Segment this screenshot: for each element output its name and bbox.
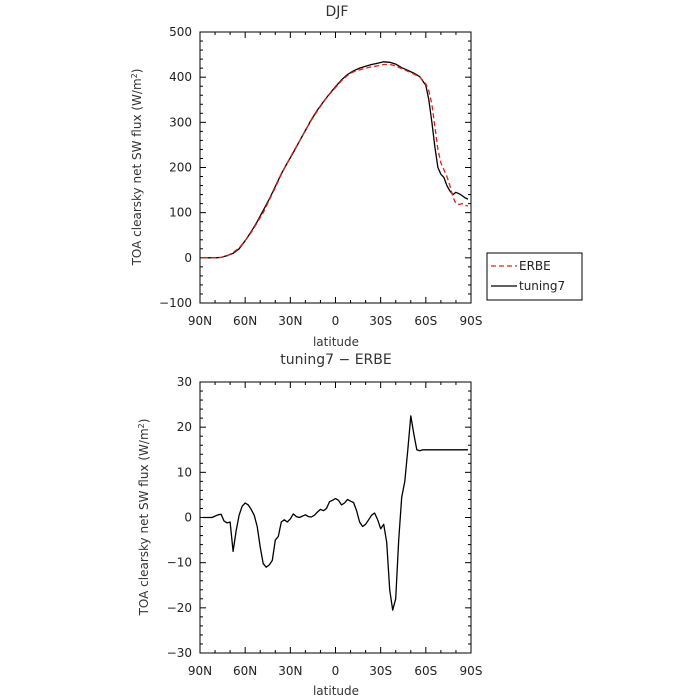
top-plot-frame [199,31,472,304]
top-y-tick-label: 0 [184,251,192,265]
top-x-tick-label: 30N [278,314,302,328]
top-y-label-sup: 2 [130,73,139,78]
bottom-y-tick-label: 20 [177,420,192,434]
top-x-tick-label: 60N [233,314,257,328]
top-x-ticks: 90N 60N 30N 0 30S 60S 90S [188,32,483,328]
bottom-y-label-prefix: TOA clearsky net SW flux (W/m [137,428,151,616]
top-series-line-erbe [203,63,469,259]
top-panel: DJF −100 0 100 200 300 400 500 90N 60N 30N 0 30S 60… [130,4,583,349]
top-chart-title: DJF [326,4,349,20]
bottom-y-tick-label: 30 [177,375,192,389]
top-x-tick-label: 0 [332,314,340,328]
top-series [203,61,469,259]
legend-label-tuning7: tuning7 [519,279,565,293]
bottom-y-label-sup: 2 [137,423,146,428]
bottom-y-axis-label: TOA clearsky net SW flux (W/m2) [137,419,152,617]
top-x-tick-label: 90N [188,314,212,328]
bottom-x-ticks: 90N 60N 30N 0 30S 60S 90S [188,382,483,678]
bottom-series [203,415,468,611]
bottom-x-tick-label: 90N [188,664,212,678]
top-y-ticks: −100 0 100 200 300 400 500 [159,25,471,310]
top-y-tick-label: 400 [169,70,192,84]
top-y-tick-label: 100 [169,206,192,220]
top-x-tick-label: 90S [460,314,483,328]
top-x-axis-label: latitude [313,335,359,349]
top-y-tick-label: 200 [169,161,192,175]
bottom-y-ticks: −30 −20 −10 0 10 20 30 [167,375,471,660]
top-x-tick-label: 30S [369,314,392,328]
bottom-x-axis-label: latitude [313,684,359,698]
top-y-label-suffix: ) [130,69,144,74]
legend-box [486,252,583,301]
top-y-tick-label: 300 [169,115,192,129]
bottom-series-line-difference [203,415,468,611]
top-x-tick-label: 60S [414,314,437,328]
bottom-x-tick-label: 30N [278,664,302,678]
bottom-y-tick-label: −10 [167,556,192,570]
legend: ERBE tuning7 [486,252,583,301]
bottom-y-tick-label: −20 [167,601,192,615]
bottom-plot-frame [199,381,472,654]
bottom-y-label-suffix: ) [137,419,151,424]
bottom-y-tick-label: 0 [184,511,192,525]
legend-label-erbe: ERBE [519,259,551,273]
bottom-chart-title: tuning7 − ERBE [280,352,391,368]
top-y-axis-label: TOA clearsky net SW flux (W/m2) [130,69,145,267]
bottom-x-tick-label: 60N [233,664,257,678]
bottom-x-tick-label: 90S [460,664,483,678]
bottom-x-tick-label: 60S [414,664,437,678]
bottom-y-tick-label: 10 [177,465,192,479]
top-y-label-prefix: TOA clearsky net SW flux (W/m [130,78,144,266]
bottom-x-tick-label: 0 [332,664,340,678]
top-y-tick-label: 500 [169,25,192,39]
bottom-x-tick-label: 30S [369,664,392,678]
top-y-tick-label: −100 [159,296,192,310]
bottom-y-tick-label: −30 [167,646,192,660]
